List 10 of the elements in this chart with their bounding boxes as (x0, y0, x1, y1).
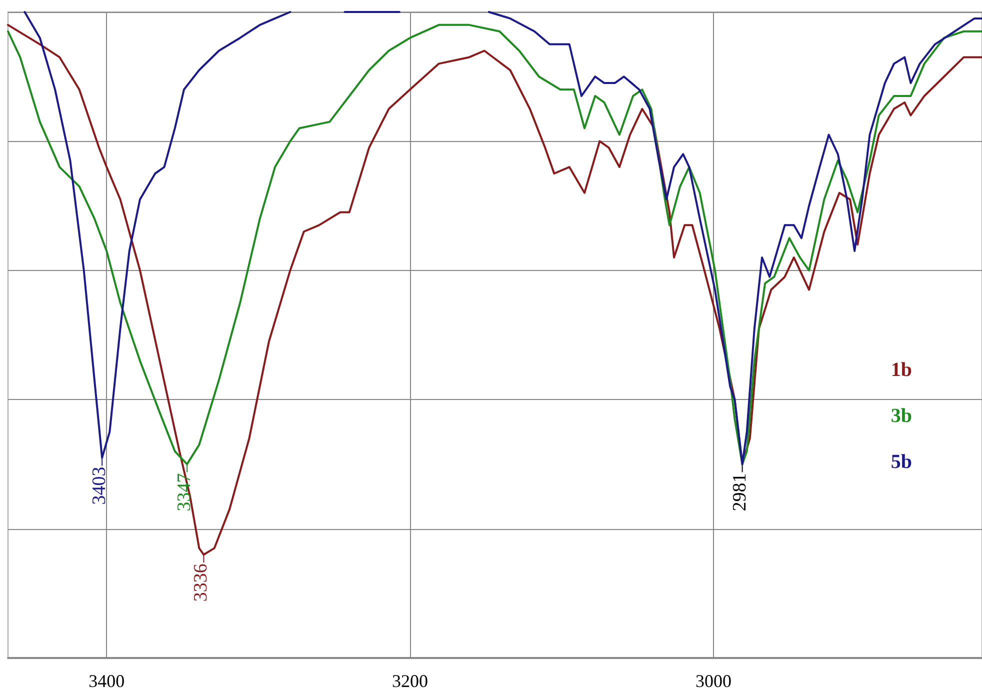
text: 3b (890, 405, 912, 427)
text: 5b (890, 451, 912, 473)
text: 1b (890, 359, 912, 381)
x-tick-label: 3400 (88, 671, 125, 691)
annotation: 2981 (729, 473, 750, 512)
annotation: 3403 (89, 466, 110, 505)
annotation: 3336 (190, 564, 212, 602)
annotation: 3347 (174, 473, 196, 512)
x-tick-label: 3200 (392, 671, 428, 691)
x-tick-label: 3000 (695, 671, 732, 691)
